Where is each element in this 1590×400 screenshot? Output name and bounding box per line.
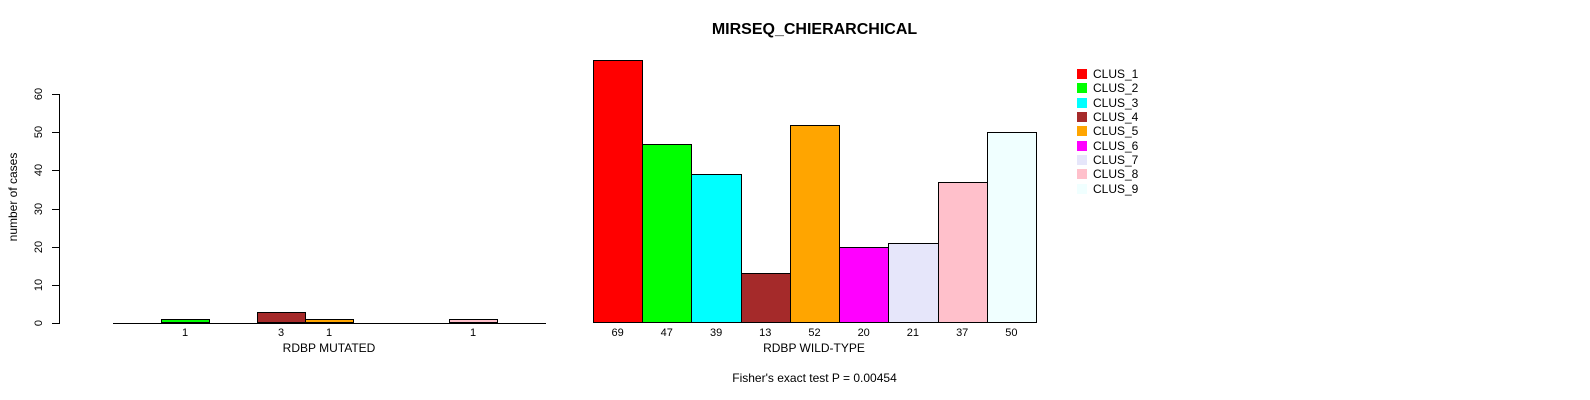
bar-clus_5-mutated — [305, 319, 354, 323]
legend-swatch-clus_4 — [1077, 112, 1087, 123]
legend-label: CLUS_1 — [1093, 67, 1139, 81]
bar-value-label: 39 — [709, 327, 723, 339]
bar-value-label: 50 — [1005, 327, 1018, 339]
chart-title: MIRSEQ_CHIERARCHICAL — [711, 21, 918, 38]
legend-label: CLUS_7 — [1093, 152, 1139, 167]
legend-label: CLUS_5 — [1093, 124, 1139, 139]
x-axis-line-mutated — [113, 323, 546, 324]
bar-clus_6-wildtype — [839, 247, 889, 323]
legend-swatch-clus_6 — [1077, 140, 1087, 151]
bar-value-label: 1 — [325, 327, 333, 339]
legend-swatch-clus_5 — [1077, 126, 1087, 137]
bar-value-label: 69 — [611, 327, 624, 339]
bar-clus_1-wildtype — [593, 60, 643, 323]
y-axis-tick-label: 10 — [33, 278, 45, 292]
legend-swatch-clus_3 — [1077, 97, 1087, 108]
bar-value-label: 47 — [660, 327, 673, 339]
bar-clus_4-wildtype — [741, 273, 791, 323]
bar-clus_9-wildtype — [987, 132, 1037, 323]
bar-clus_2-mutated — [161, 319, 210, 323]
bar-value-label: 1 — [469, 327, 477, 339]
y-axis-tick — [52, 132, 59, 133]
legend-swatch-clus_2 — [1077, 83, 1087, 94]
y-axis-tick — [52, 94, 59, 95]
legend-item: CLUS_2 — [1077, 81, 1138, 95]
legend-swatch-clus_9 — [1077, 183, 1087, 194]
y-axis-tick — [52, 170, 59, 171]
bar-clus_3-wildtype — [691, 174, 742, 323]
legend-label: CLUS_3 — [1093, 95, 1139, 110]
bar-clus_7-wildtype — [888, 243, 939, 323]
bar-value-label: 1 — [181, 327, 189, 339]
legend-label: CLUS_8 — [1093, 167, 1139, 182]
legend: CLUS_1 CLUS_2 CLUS_3 CLUS_4 CLUS_5 CLUS_6 CLUS… — [1077, 67, 1138, 196]
bar-clus_2-wildtype — [642, 144, 692, 323]
legend-label: CLUS_2 — [1093, 81, 1139, 96]
legend-label: CLUS_9 — [1093, 181, 1139, 196]
legend-item: CLUS_9 — [1077, 182, 1138, 196]
bar-value-label: 37 — [956, 327, 969, 339]
bar-value-label: 21 — [906, 327, 920, 339]
legend-item: CLUS_1 — [1077, 67, 1138, 81]
y-axis-tick-label: 60 — [33, 87, 45, 101]
x-axis-label-mutated: RDBP MUTATED — [282, 341, 376, 355]
y-axis-tick-label: 0 — [33, 319, 45, 327]
bars-panel-mutated — [113, 40, 545, 323]
bar-clus_8-wildtype — [938, 182, 988, 323]
y-axis-spine — [59, 94, 60, 324]
legend-item: CLUS_8 — [1077, 167, 1138, 181]
bar-value-label: 20 — [857, 327, 870, 339]
y-axis-tick-label: 20 — [33, 240, 45, 254]
bar-clus_8-mutated — [449, 319, 498, 323]
x-axis-label-wildtype: RDBP WILD-TYPE — [763, 341, 865, 355]
y-axis-tick — [52, 209, 59, 210]
bar-value-label: 52 — [808, 327, 821, 339]
y-axis-label: number of cases — [6, 152, 20, 242]
legend-item: CLUS_7 — [1077, 153, 1138, 167]
legend-item: CLUS_4 — [1077, 110, 1138, 124]
legend-item: CLUS_6 — [1077, 139, 1138, 153]
legend-label: CLUS_6 — [1093, 138, 1139, 153]
bar-clus_4-mutated — [257, 312, 306, 323]
bar-value-label: 3 — [277, 327, 285, 339]
y-axis-tick-label: 40 — [33, 163, 45, 177]
bars-panel-wildtype — [593, 40, 1037, 323]
legend-swatch-clus_8 — [1077, 169, 1087, 180]
legend-item: CLUS_5 — [1077, 124, 1138, 138]
legend-item: CLUS_3 — [1077, 96, 1138, 110]
bar-clus_5-wildtype — [790, 125, 840, 323]
legend-swatch-clus_1 — [1077, 69, 1087, 80]
y-axis-tick — [52, 247, 59, 248]
fisher-test-annotation: Fisher's exact test P = 0.00454 — [732, 371, 897, 385]
bar-value-label: 13 — [759, 327, 772, 339]
y-axis-tick-label: 50 — [33, 125, 45, 139]
y-axis-tick — [52, 323, 59, 324]
legend-label: CLUS_4 — [1093, 109, 1139, 124]
legend-swatch-clus_7 — [1077, 155, 1087, 166]
y-axis-tick-label: 30 — [33, 202, 45, 216]
y-axis-tick — [52, 285, 59, 286]
